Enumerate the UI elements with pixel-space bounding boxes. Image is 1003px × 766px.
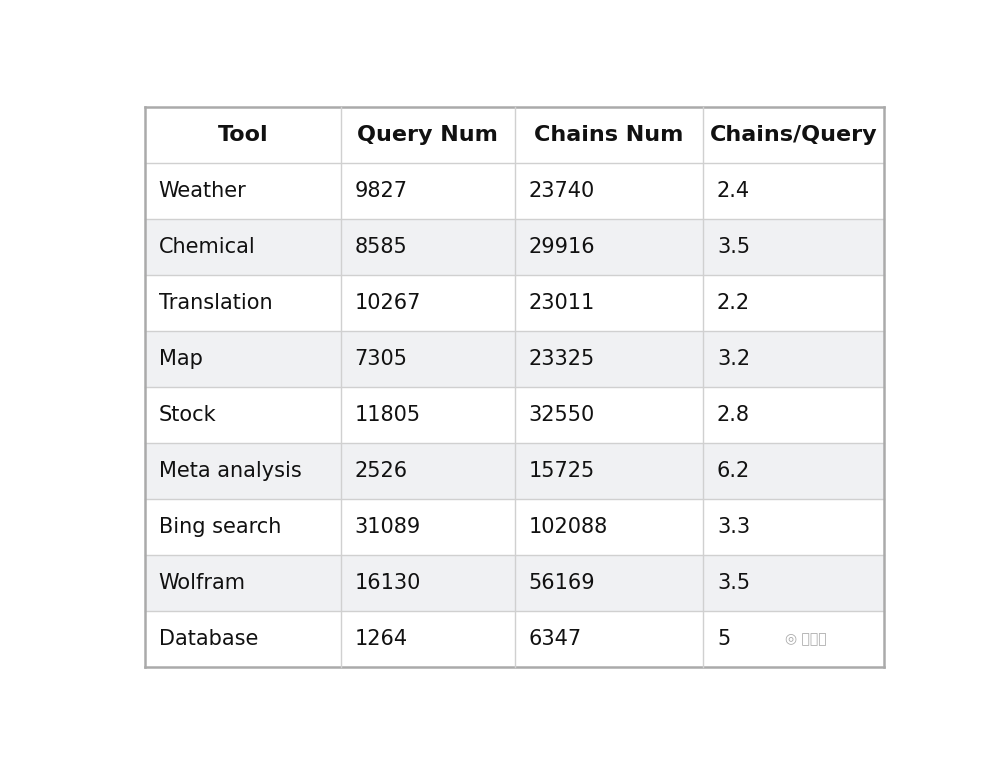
Bar	[515, 331, 702, 387]
Bar	[515, 555, 702, 611]
Text: 2526: 2526	[354, 461, 407, 481]
Text: 6.2: 6.2	[716, 461, 749, 481]
Bar	[144, 331, 340, 387]
Text: ◎ 新智元: ◎ 新智元	[783, 632, 825, 646]
Bar	[144, 219, 340, 275]
Text: 15725: 15725	[528, 461, 594, 481]
Bar	[340, 555, 515, 611]
Text: 8585: 8585	[354, 237, 407, 257]
Bar	[702, 387, 884, 443]
Text: 23740: 23740	[528, 181, 594, 201]
Text: 56169: 56169	[528, 573, 595, 593]
Text: Meta analysis: Meta analysis	[158, 461, 301, 481]
Text: 2.2: 2.2	[716, 293, 749, 313]
Bar	[702, 555, 884, 611]
Text: 11805: 11805	[354, 405, 420, 425]
Text: 1264: 1264	[354, 629, 407, 649]
Text: Query Num: Query Num	[357, 125, 497, 145]
Bar	[515, 499, 702, 555]
Text: 102088: 102088	[528, 517, 607, 537]
Bar	[340, 331, 515, 387]
Bar	[702, 106, 884, 162]
Text: Tool: Tool	[218, 125, 268, 145]
Bar	[340, 611, 515, 667]
Text: Chains Num: Chains Num	[534, 125, 683, 145]
Text: 31089: 31089	[354, 517, 420, 537]
Bar	[515, 219, 702, 275]
Text: Translation: Translation	[158, 293, 272, 313]
Text: Map: Map	[158, 349, 203, 368]
Bar	[340, 443, 515, 499]
Text: 3.2: 3.2	[716, 349, 749, 368]
Bar	[702, 443, 884, 499]
Bar	[340, 219, 515, 275]
Text: Chains/Query: Chains/Query	[709, 125, 877, 145]
Bar	[702, 162, 884, 219]
Text: 5: 5	[716, 629, 729, 649]
Bar	[144, 611, 340, 667]
Bar	[515, 106, 702, 162]
Text: 3.3: 3.3	[716, 517, 749, 537]
Bar	[144, 555, 340, 611]
Text: Stock: Stock	[158, 405, 217, 425]
Bar	[340, 162, 515, 219]
Text: 23325: 23325	[528, 349, 594, 368]
Text: 32550: 32550	[528, 405, 594, 425]
Bar	[340, 275, 515, 331]
Bar	[144, 443, 340, 499]
Text: 29916: 29916	[528, 237, 595, 257]
Bar	[515, 611, 702, 667]
Bar	[702, 499, 884, 555]
Text: 16130: 16130	[354, 573, 420, 593]
Text: 3.5: 3.5	[716, 573, 749, 593]
Text: 9827: 9827	[354, 181, 407, 201]
Text: 6347: 6347	[528, 629, 581, 649]
Text: 2.8: 2.8	[716, 405, 749, 425]
Bar	[702, 331, 884, 387]
Text: Wolfram: Wolfram	[158, 573, 246, 593]
Bar	[144, 275, 340, 331]
Bar	[340, 387, 515, 443]
Text: 2.4: 2.4	[716, 181, 749, 201]
Bar	[515, 275, 702, 331]
Text: 23011: 23011	[528, 293, 594, 313]
Bar	[144, 499, 340, 555]
Text: 3.5: 3.5	[716, 237, 749, 257]
Text: 7305: 7305	[354, 349, 407, 368]
Bar	[144, 387, 340, 443]
Bar	[340, 499, 515, 555]
Bar	[144, 162, 340, 219]
Bar	[144, 106, 340, 162]
Text: Chemical: Chemical	[158, 237, 256, 257]
Text: 10267: 10267	[354, 293, 420, 313]
Bar	[515, 387, 702, 443]
Bar	[340, 106, 515, 162]
Text: Database: Database	[158, 629, 258, 649]
Bar	[702, 611, 884, 667]
Bar	[515, 443, 702, 499]
Bar	[702, 275, 884, 331]
Bar	[702, 219, 884, 275]
Text: Weather: Weather	[158, 181, 247, 201]
Text: Bing search: Bing search	[158, 517, 281, 537]
Bar	[515, 162, 702, 219]
